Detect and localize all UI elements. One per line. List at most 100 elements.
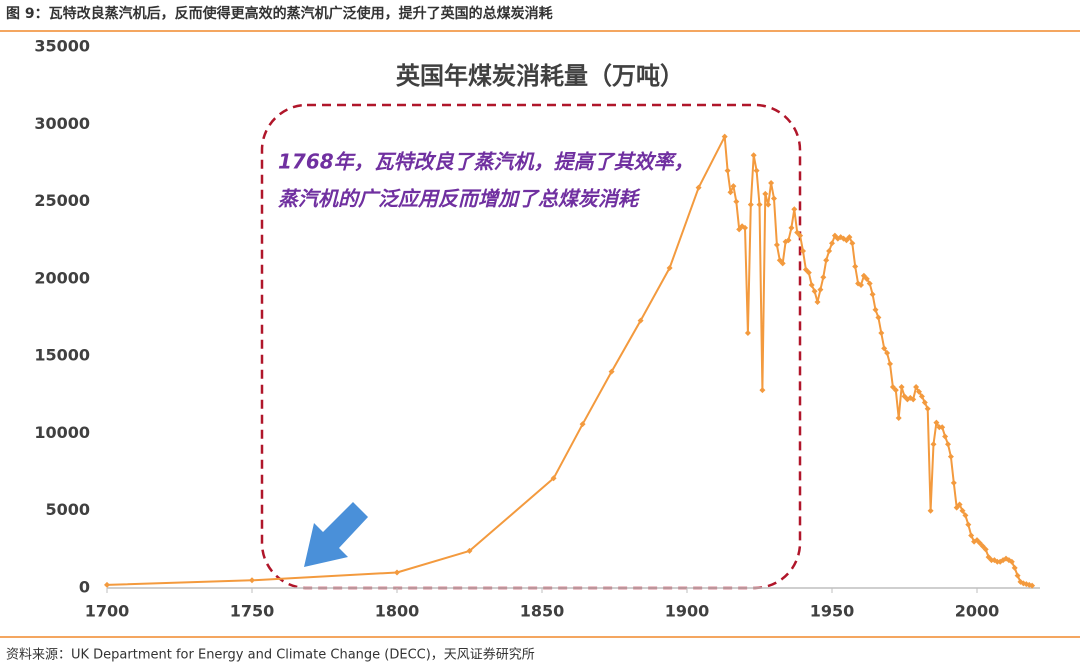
- marker: [104, 581, 110, 588]
- marker: [394, 569, 400, 576]
- marker: [750, 152, 757, 159]
- marker: [814, 299, 821, 306]
- y-tick-label: 5000: [45, 500, 90, 519]
- marker: [956, 501, 963, 508]
- marker: [742, 224, 748, 231]
- x-tick-label: 1850: [520, 602, 565, 621]
- marker: [846, 234, 853, 241]
- marker: [869, 291, 876, 298]
- marker: [800, 248, 806, 255]
- marker: [695, 184, 702, 191]
- x-tick-label: 1950: [810, 602, 855, 621]
- marker: [826, 248, 833, 255]
- marker: [759, 387, 766, 394]
- marker: [959, 507, 966, 514]
- marker: [924, 405, 931, 412]
- marker: [968, 532, 975, 539]
- marker: [858, 282, 864, 289]
- marker: [887, 360, 893, 367]
- arrow: [304, 502, 368, 567]
- x-tick-label: 2000: [955, 602, 1000, 621]
- source: 资料来源：UK Department for Energy and Climat…: [6, 647, 535, 663]
- marker: [817, 286, 824, 293]
- annotation: 蒸汽机的广泛应用反而增加了总煤炭消耗: [278, 187, 641, 211]
- marker: [550, 475, 557, 482]
- marker: [878, 329, 885, 336]
- y-tick-label: 35000: [34, 37, 90, 56]
- marker: [849, 240, 856, 247]
- marker: [866, 280, 873, 287]
- marker: [765, 201, 772, 208]
- marker: [930, 441, 937, 448]
- marker: [762, 190, 769, 197]
- marker: [881, 345, 888, 352]
- y-tick-label: 20000: [34, 268, 90, 287]
- marker: [773, 241, 780, 248]
- marker: [805, 269, 812, 276]
- marker: [730, 183, 737, 190]
- y-tick-label: 25000: [34, 191, 90, 210]
- marker: [466, 547, 473, 554]
- marker: [727, 189, 734, 196]
- marker: [791, 206, 798, 213]
- marker: [884, 350, 891, 357]
- marker: [962, 512, 969, 519]
- marker: [249, 577, 255, 584]
- x-tick-label: 1800: [375, 602, 420, 621]
- marker: [1014, 572, 1021, 579]
- marker: [768, 180, 775, 187]
- marker: [724, 167, 731, 174]
- marker: [1011, 564, 1018, 571]
- marker: [863, 275, 870, 282]
- marker: [942, 433, 949, 440]
- marker: [913, 384, 920, 391]
- marker: [797, 232, 804, 239]
- marker: [637, 317, 644, 324]
- marker: [1008, 558, 1015, 565]
- marker: [744, 329, 751, 336]
- marker: [808, 282, 815, 289]
- marker: [982, 546, 989, 553]
- plot-area: 0 5000 10000 15000 20000 25000 30000 35000 1700 1…: [34, 37, 1040, 621]
- annotation: 1768年，瓦特改良了蒸汽机，提高了其效率，: [278, 150, 694, 174]
- marker: [779, 260, 786, 267]
- marker: [852, 263, 859, 270]
- chart-title: 英国年煤炭消耗量（万吨）: [396, 62, 684, 90]
- marker: [921, 399, 928, 406]
- marker: [947, 453, 954, 460]
- marker: [788, 224, 795, 231]
- marker: [721, 133, 728, 140]
- marker: [950, 479, 957, 486]
- marker: [608, 368, 615, 375]
- y-tick-label: 30000: [34, 114, 90, 133]
- marker: [829, 240, 835, 247]
- marker: [916, 388, 922, 395]
- y-tick-label: 0: [79, 578, 90, 597]
- marker: [811, 288, 818, 295]
- marker: [872, 306, 879, 313]
- x-tick-label: 1700: [85, 602, 130, 621]
- y-tick-label: 15000: [34, 346, 90, 365]
- marker: [733, 198, 740, 205]
- marker: [579, 421, 586, 428]
- marker: [910, 396, 917, 403]
- marker: [945, 441, 951, 448]
- marker: [753, 167, 760, 174]
- marker: [895, 414, 902, 421]
- marker: [820, 274, 827, 281]
- marker: [747, 201, 754, 208]
- marker: [927, 507, 934, 514]
- x-tick-label: 1750: [230, 602, 275, 621]
- marker: [756, 201, 763, 208]
- marker: [892, 387, 899, 394]
- marker: [1029, 582, 1036, 589]
- marker: [785, 237, 792, 244]
- marker: [939, 424, 946, 431]
- marker: [875, 314, 882, 321]
- marker: [965, 521, 972, 528]
- header: 图 9：瓦特改良蒸汽机后，反而使得更高效的蒸汽机广泛使用，提升了英国的总煤炭消耗: [6, 5, 553, 22]
- marker: [898, 384, 905, 391]
- marker: [933, 419, 940, 426]
- marker: [823, 257, 830, 264]
